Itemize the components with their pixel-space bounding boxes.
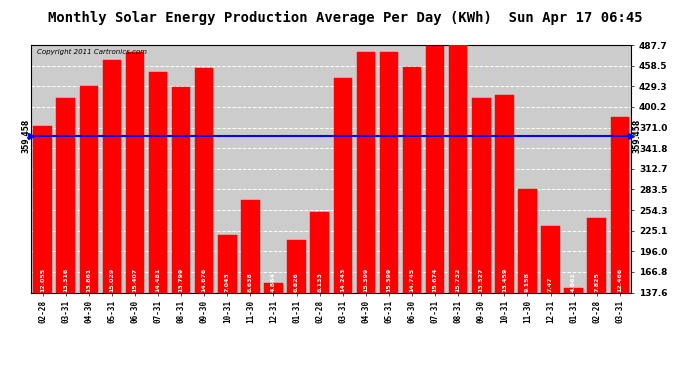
Bar	[126, 52, 144, 292]
Bar	[33, 126, 52, 292]
Bar	[426, 46, 444, 292]
Text: 15.029: 15.029	[109, 268, 115, 292]
Text: Monthly Solar Energy Production Average Per Day (KWh)  Sun Apr 17 06:45: Monthly Solar Energy Production Average …	[48, 11, 642, 26]
Bar	[542, 226, 560, 292]
Text: 14.745: 14.745	[409, 267, 415, 292]
Text: 9.158: 9.158	[525, 272, 530, 292]
Bar	[357, 52, 375, 292]
Text: 4.661: 4.661	[571, 272, 576, 292]
Text: 15.399: 15.399	[386, 267, 391, 292]
Bar	[403, 67, 421, 292]
Text: 359.458: 359.458	[21, 118, 30, 153]
Text: 13.316: 13.316	[63, 267, 68, 292]
Bar	[218, 236, 237, 292]
Text: 15.674: 15.674	[433, 267, 437, 292]
Bar	[57, 98, 75, 292]
Bar	[449, 45, 467, 292]
Bar	[264, 283, 283, 292]
Bar	[472, 98, 491, 292]
Text: 13.327: 13.327	[479, 267, 484, 292]
Text: 7.47: 7.47	[548, 276, 553, 292]
Bar	[149, 72, 167, 292]
Bar	[195, 68, 213, 292]
Bar	[103, 60, 121, 292]
Text: 15.399: 15.399	[364, 267, 368, 292]
Text: 12.466: 12.466	[618, 267, 622, 292]
Text: 7.825: 7.825	[594, 272, 599, 292]
Text: 14.676: 14.676	[201, 267, 207, 292]
Bar	[587, 218, 606, 292]
Bar	[564, 288, 583, 292]
Bar	[495, 95, 513, 292]
Text: 14.243: 14.243	[340, 267, 345, 292]
Text: 15.732: 15.732	[455, 267, 461, 292]
Text: 13.861: 13.861	[86, 267, 91, 292]
Text: 8.133: 8.133	[317, 272, 322, 292]
Text: 4.864: 4.864	[271, 272, 276, 292]
Bar	[172, 87, 190, 292]
Bar	[287, 240, 306, 292]
Bar	[333, 78, 352, 292]
Text: 13.459: 13.459	[502, 267, 507, 292]
Text: 359.458: 359.458	[633, 118, 642, 153]
Text: 12.055: 12.055	[40, 268, 45, 292]
Bar	[611, 117, 629, 292]
Text: 6.826: 6.826	[294, 272, 299, 292]
Text: Copyright 2011 Cartronics.com: Copyright 2011 Cartronics.com	[37, 49, 147, 55]
Bar	[310, 211, 329, 292]
Text: 8.638: 8.638	[248, 272, 253, 292]
Bar	[518, 189, 537, 292]
Text: 14.481: 14.481	[155, 267, 161, 292]
Text: 7.043: 7.043	[225, 272, 230, 292]
Bar	[241, 201, 259, 292]
Text: 13.799: 13.799	[179, 267, 184, 292]
Bar	[380, 52, 398, 292]
Bar	[79, 86, 98, 292]
Text: 15.407: 15.407	[132, 268, 137, 292]
